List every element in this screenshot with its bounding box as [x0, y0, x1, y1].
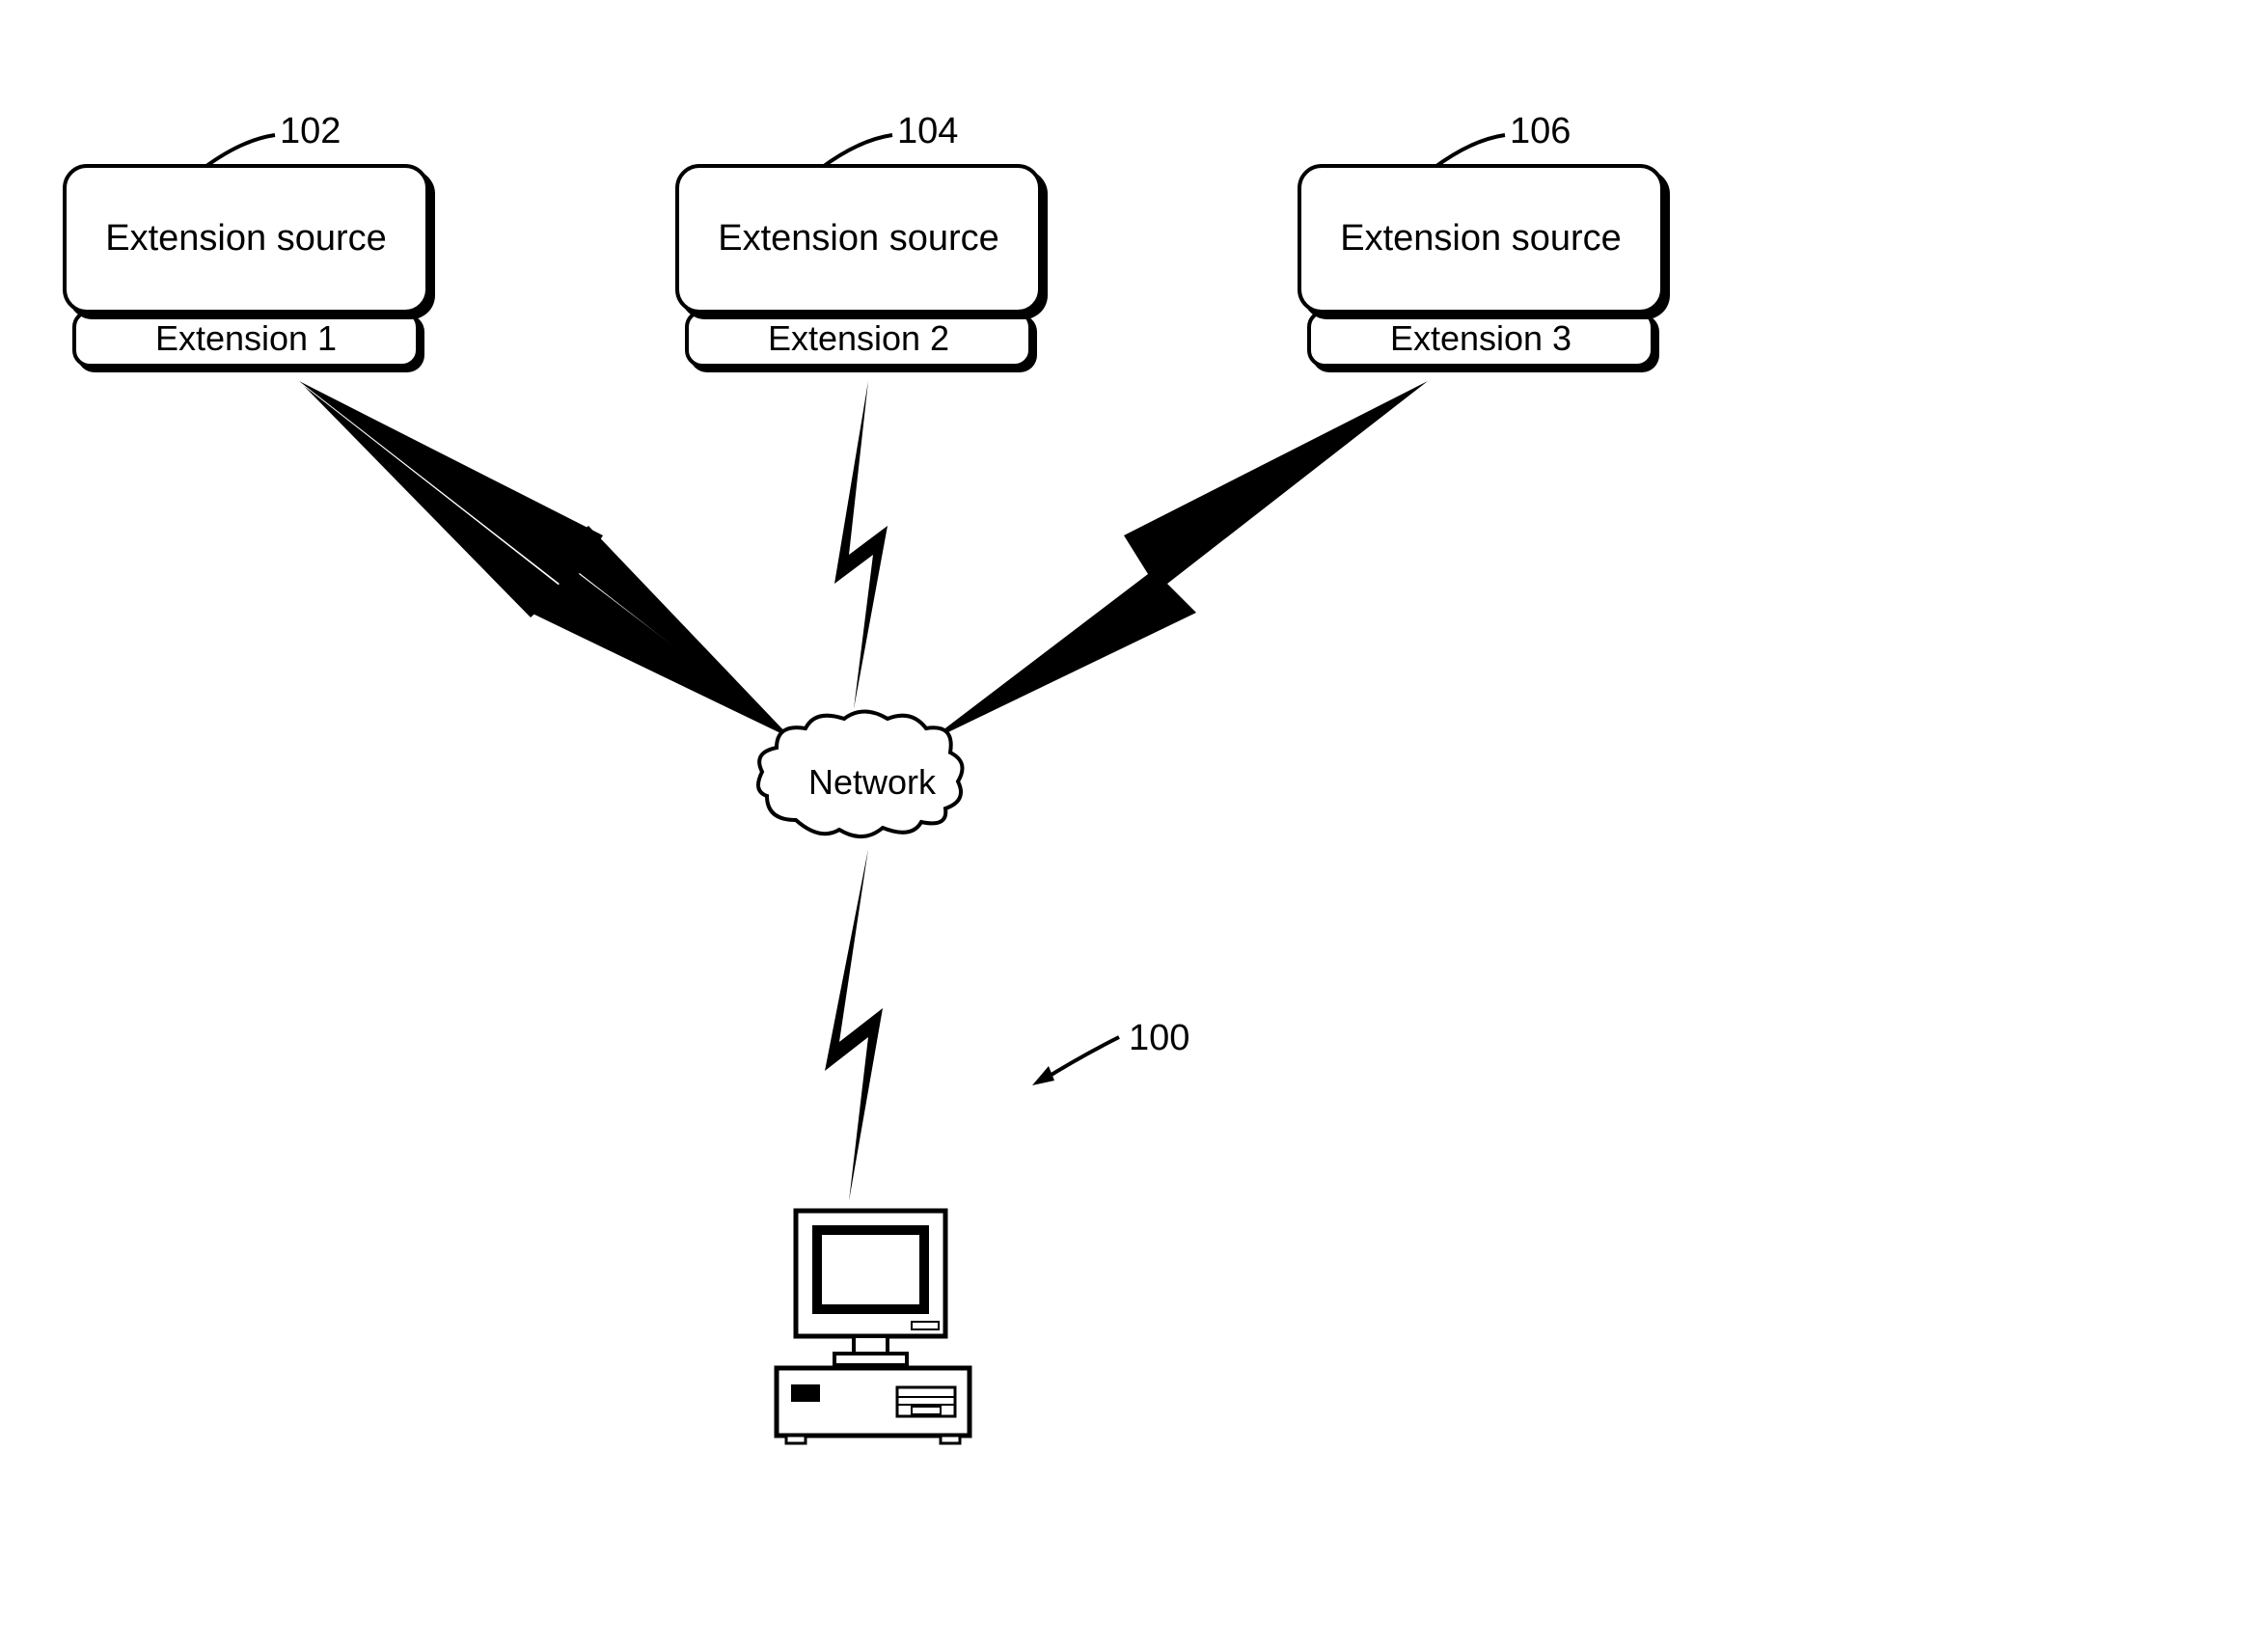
lightning-icon-4 — [810, 849, 907, 1206]
ref-label-100: 100 — [1129, 1018, 1189, 1059]
network-label: Network — [808, 762, 936, 803]
source-title-1: Extension source — [63, 164, 429, 314]
source-block-2: Extension source Extension 2 — [675, 164, 1042, 368]
source-title-2: Extension source — [675, 164, 1042, 314]
lightning-icon-1 — [299, 381, 801, 748]
source-block-3: Extension source Extension 3 — [1298, 164, 1664, 368]
ref-arrow-100 — [1027, 1032, 1124, 1090]
lightning-icon-3 — [926, 381, 1428, 748]
source-block-1: Extension source Extension 1 — [63, 164, 429, 368]
extension-label-1: Extension 1 — [72, 310, 420, 368]
diagram-container: 102 Extension source Extension 1 104 Ext… — [0, 0, 2268, 1643]
lightning-icon-2 — [820, 381, 916, 714]
computer-icon — [762, 1206, 984, 1447]
extension-label-2: Extension 2 — [685, 310, 1032, 368]
source-title-3: Extension source — [1298, 164, 1664, 314]
extension-label-3: Extension 3 — [1307, 310, 1654, 368]
